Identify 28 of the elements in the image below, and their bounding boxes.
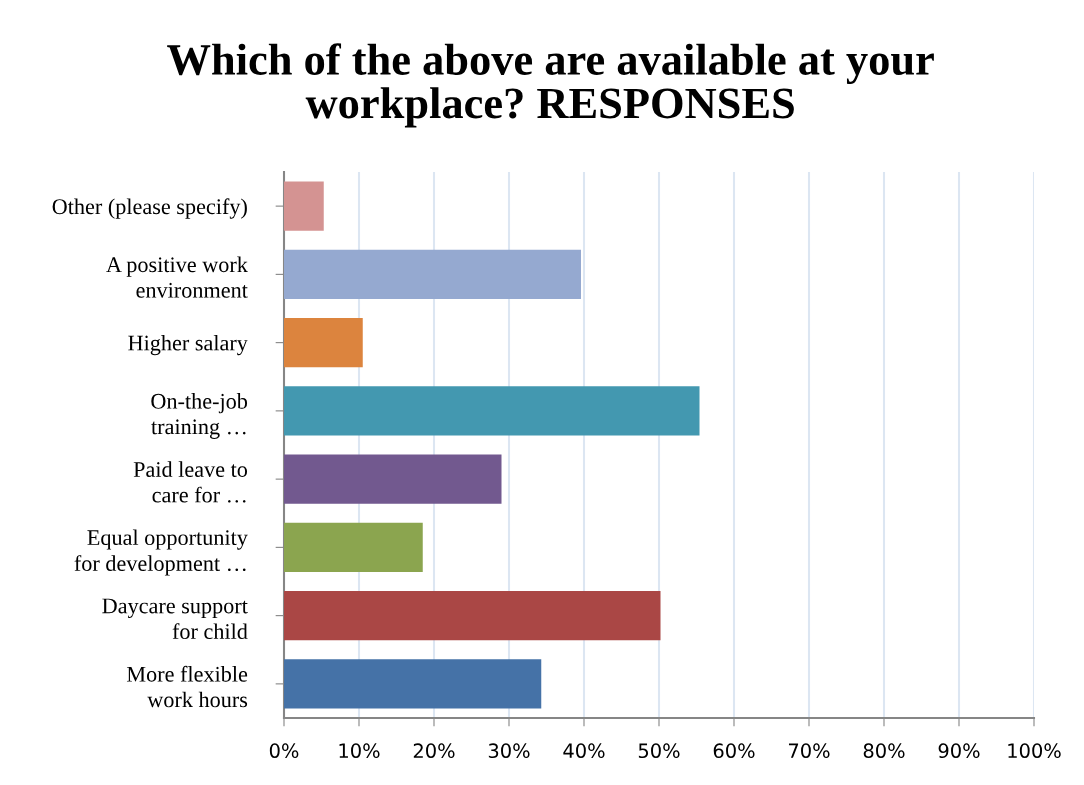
bar [284,454,502,504]
bar [284,386,700,436]
x-tick-label: 70% [788,743,830,759]
y-tick-label: More flexible work hours [126,665,248,708]
x-tick-label: 50% [638,743,680,759]
x-tick-label: 20% [413,743,455,759]
bar [284,318,363,368]
bar [284,591,661,641]
y-tick-label: A positive work environment [106,256,248,298]
x-tick-label: 10% [339,743,380,759]
bar [284,659,542,709]
y-tick-label: Higher salary [128,334,248,356]
y-tick-label: Equal opportunity for development … [74,529,248,576]
bar [284,522,423,572]
x-tick-label: 30% [488,743,530,759]
y-tick-label: Paid leave to care for … [133,461,248,503]
x-tick-label: 80% [863,743,905,759]
x-tick-label: 60% [713,743,755,759]
y-tick-label: Other (please specify) [52,198,247,219]
x-tick-label: 90% [938,743,980,759]
x-tick-label: 40% [563,743,605,759]
bar [284,181,324,231]
y-tick-label: On-the-job training … [151,393,248,439]
y-tick-label: Daycare support for child [102,598,248,640]
x-tick-label: 100% [1008,743,1061,759]
bar [284,249,581,299]
x-tick-label: 0% [269,743,299,759]
chart-title: Which of the above are available at your workplace? RESPONSES [167,43,934,128]
